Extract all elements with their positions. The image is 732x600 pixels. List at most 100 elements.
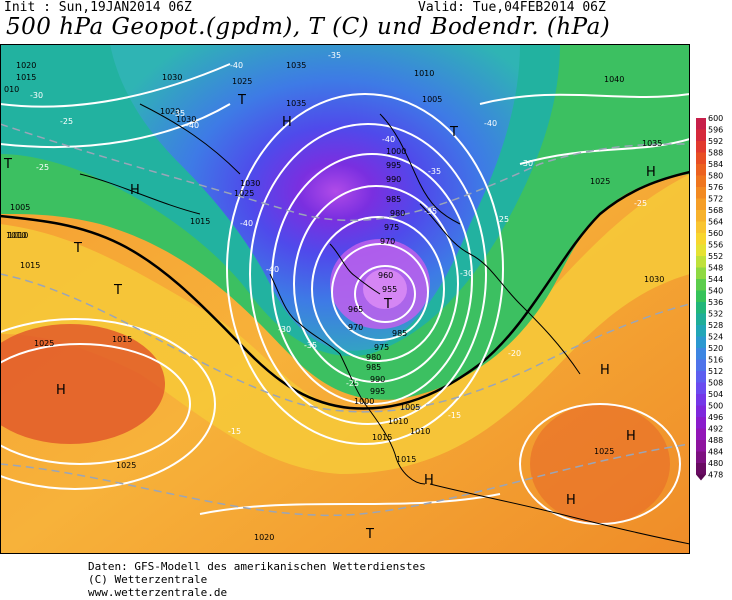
pressure-label: 1025: [34, 339, 54, 348]
pressure-label: 1000: [386, 147, 406, 156]
pressure-label: 1015: [112, 335, 132, 344]
temperature-label: -40: [230, 61, 243, 70]
color-scale-swatch: [696, 325, 706, 337]
color-scale-label: 588: [708, 149, 723, 158]
pressure-label: 990: [386, 175, 401, 184]
temperature-label: -40: [186, 121, 199, 130]
temperature-label: -20: [508, 349, 521, 358]
temperature-label: -40: [266, 265, 279, 274]
color-scale-label: 508: [708, 379, 723, 388]
color-scale-swatch: [696, 267, 706, 279]
pressure-label: 995: [370, 387, 385, 396]
color-scale-swatch: [696, 451, 706, 463]
pressure-label: 1020: [254, 533, 274, 542]
color-scale-swatch: [696, 417, 706, 429]
color-scale-label: 528: [708, 321, 723, 330]
color-scale-swatch: [696, 348, 706, 360]
color-scale-swatch: [696, 164, 706, 176]
color-scale-swatch: [696, 198, 706, 210]
pressure-label: 960: [378, 271, 393, 280]
pressure-label: 965: [348, 305, 363, 314]
pressure-label: 1010: [410, 427, 430, 436]
temperature-label: -25: [36, 163, 49, 172]
color-scale-swatch: [696, 405, 706, 417]
color-scale-label: 504: [708, 390, 723, 399]
color-scale-label: 584: [708, 160, 723, 169]
color-scale-label: 512: [708, 367, 723, 376]
pressure-label: 1005: [400, 403, 420, 412]
pressure-label: 1010: [8, 231, 28, 240]
weather-map: 1020 1015 010 1030 1025 1020 1035 1035 1…: [0, 44, 690, 554]
pressure-label: 1015: [20, 261, 40, 270]
color-scale-label: 524: [708, 333, 723, 342]
high-pressure-core-west: [0, 324, 165, 444]
pressure-label: 1035: [642, 139, 662, 148]
pressure-label: 1015: [190, 217, 210, 226]
yellow-band: [0, 174, 690, 474]
color-scale-swatch: [696, 382, 706, 394]
color-scale-label: 544: [708, 275, 723, 284]
color-scale-label: 572: [708, 195, 723, 204]
color-scale-swatch: [696, 141, 706, 153]
temperature-label: -35: [172, 109, 185, 118]
low-center-label: T: [383, 297, 392, 312]
color-scale-label: 488: [708, 436, 723, 445]
footer-copyright: (C) Wetterzentrale: [88, 573, 208, 586]
high-center-label: H: [600, 363, 610, 378]
pressure-label: 1000: [354, 397, 374, 406]
pressure-label: 1015: [372, 433, 392, 442]
temperature-label: -35: [424, 207, 437, 216]
color-scale-swatch: [696, 440, 706, 452]
temperature-label: -40: [382, 135, 395, 144]
pressure-label: 1020: [16, 61, 36, 70]
low-center-label: T: [365, 527, 374, 542]
pressure-label: 1035: [286, 99, 306, 108]
pressure-labels: 1020 1015 010 1030 1025 1020 1035 1035 1…: [4, 61, 664, 542]
pressure-label: 995: [386, 161, 401, 170]
pressure-label: 955: [382, 285, 397, 294]
boundary-552-line: [0, 170, 690, 410]
low-center-label: T: [449, 125, 458, 140]
temperature-label: -30: [30, 91, 43, 100]
pressure-label: 1025: [594, 447, 614, 456]
color-scale-swatch: [696, 394, 706, 406]
color-scale-label: 600: [708, 114, 723, 123]
color-scale-swatch: [696, 244, 706, 256]
pressure-centers: H T H T H T T T T H H H H T H: [3, 93, 656, 542]
high-pressure-core-se: [530, 404, 670, 524]
valid-label: Valid: Tue,04FEB2014 06Z: [418, 0, 606, 15]
temperature-label: -30: [278, 325, 291, 334]
low-center-label: T: [237, 93, 246, 108]
pressure-label: 1030: [176, 115, 196, 124]
color-scale-swatch: [696, 313, 706, 325]
color-scale-label: 484: [708, 448, 723, 457]
color-scale-swatch: [696, 279, 706, 291]
low-center-label: T: [73, 241, 82, 256]
color-scale-label: 580: [708, 172, 723, 181]
color-scale-swatch: [696, 187, 706, 199]
map-frame: [0, 44, 690, 554]
color-scale-swatch: [696, 118, 706, 130]
color-scale-label: 552: [708, 252, 723, 261]
pressure-label: 1040: [604, 75, 624, 84]
color-scale-label: 532: [708, 310, 723, 319]
map-title: 500 hPa Geopot.(gpdm), T (C) und Bodendr…: [6, 14, 611, 40]
temperature-label: -40: [240, 219, 253, 228]
pressure-label: 970: [380, 237, 395, 246]
color-scale-swatch: [696, 152, 706, 164]
pressure-label: 1015: [16, 73, 36, 82]
pressure-label: 1025: [232, 77, 252, 86]
temperature-label: -30: [520, 159, 533, 168]
pressure-label: 1025: [590, 177, 610, 186]
color-scale-swatch: [696, 233, 706, 245]
color-scale-labels: 600 596 592 588 584 580 576 572 568 564 560 556 552 5…: [708, 114, 723, 480]
color-scale-swatch: [696, 175, 706, 187]
init-label: Init : Sun,19JAN2014 06Z: [4, 0, 192, 15]
color-scale-label: 496: [708, 413, 723, 422]
pressure-label: 1020: [160, 107, 180, 116]
color-scale-label: 592: [708, 137, 723, 146]
temperature-labels: -35 -40 -30 -25 -40 -35 -40 -30 -35 -25 …: [30, 51, 647, 436]
isobars: [0, 63, 690, 525]
temperature-label: -15: [228, 427, 241, 436]
color-scale-swatch: [696, 302, 706, 314]
